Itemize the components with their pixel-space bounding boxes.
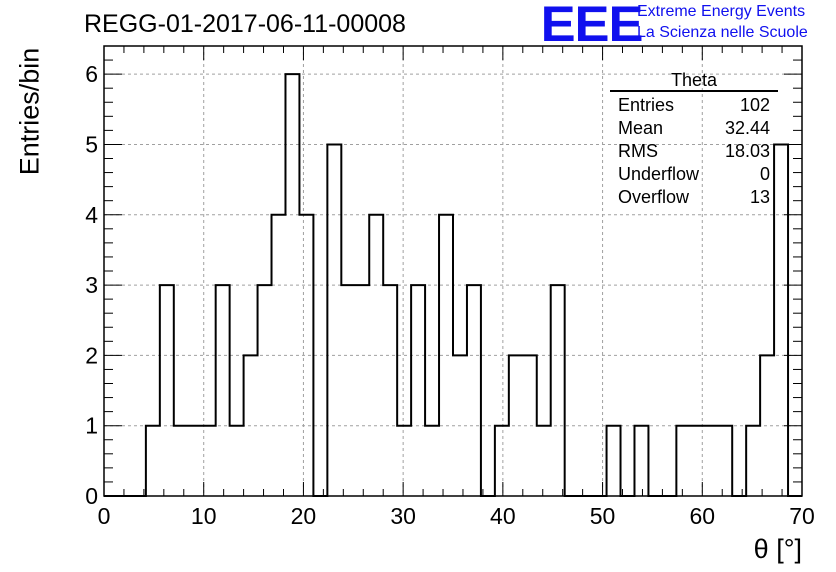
x-tick-label: 30 bbox=[390, 503, 416, 529]
stats-row-mean: Mean 32.44 bbox=[610, 117, 778, 140]
stats-row-entries: Entries 102 bbox=[610, 94, 778, 117]
x-tick-label: 20 bbox=[291, 503, 317, 529]
chart-title: REGG-01-2017-06-11-00008 bbox=[84, 10, 406, 38]
stats-label: Overflow bbox=[618, 187, 690, 207]
stats-value: 13 bbox=[749, 187, 770, 207]
eee-logo: EEE bbox=[540, 0, 644, 52]
y-tick-label: 4 bbox=[85, 202, 98, 228]
stats-value: 32.44 bbox=[724, 118, 770, 138]
x-tick-label: 70 bbox=[789, 503, 815, 529]
logo-subtitle-line2: La Scienza nelle Scuole bbox=[637, 24, 808, 41]
stats-value: 102 bbox=[739, 95, 770, 115]
stats-value: 0 bbox=[759, 164, 770, 184]
stats-label: Mean bbox=[618, 118, 664, 138]
stats-label: Underflow bbox=[618, 164, 700, 184]
y-tick-label: 1 bbox=[85, 413, 98, 439]
stats-title: Theta bbox=[610, 70, 778, 92]
stats-row-rms: RMS 18.03 bbox=[610, 140, 778, 163]
y-tick-label: 6 bbox=[85, 61, 98, 87]
stats-box: Theta Entries 102 Mean 32.44 RMS 18.03 U… bbox=[610, 70, 778, 209]
y-tick-label: 5 bbox=[85, 131, 98, 157]
x-axis-label: θ [°] bbox=[753, 534, 802, 564]
x-tick-label: 0 bbox=[98, 503, 111, 529]
y-tick-label: 0 bbox=[85, 483, 98, 509]
stats-value: 18.03 bbox=[724, 141, 770, 161]
stats-row-underflow: Underflow 0 bbox=[610, 163, 778, 186]
logo-subtitle-line1: Extreme Energy Events bbox=[637, 3, 806, 20]
stats-label: Entries bbox=[618, 95, 675, 115]
stats-row-overflow: Overflow 13 bbox=[610, 186, 778, 209]
stats-label: RMS bbox=[618, 141, 658, 161]
y-tick-label: 2 bbox=[85, 342, 98, 368]
x-tick-label: 10 bbox=[191, 503, 217, 529]
histogram-line bbox=[104, 73, 802, 497]
x-tick-label: 50 bbox=[590, 503, 616, 529]
x-tick-label: 60 bbox=[689, 503, 715, 529]
y-tick-label: 3 bbox=[85, 272, 98, 298]
x-tick-label: 40 bbox=[490, 503, 516, 529]
